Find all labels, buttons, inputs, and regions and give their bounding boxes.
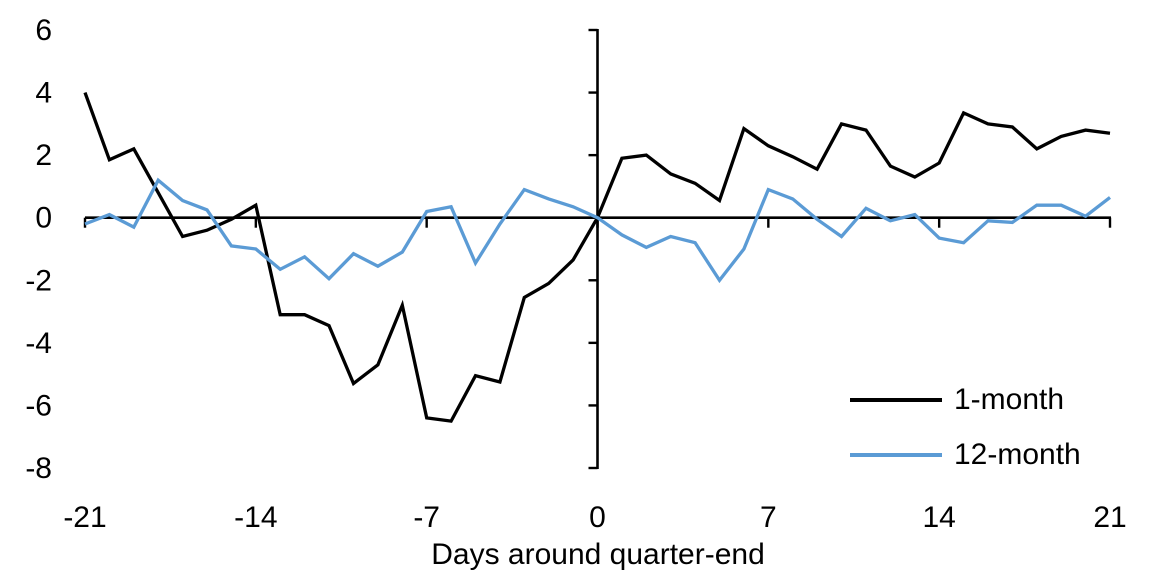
y-tick-label: 0 bbox=[35, 202, 52, 235]
legend-line-swatch-1-month bbox=[850, 398, 942, 402]
x-tick-label: -7 bbox=[413, 501, 440, 534]
x-tick-label: 0 bbox=[589, 501, 606, 534]
x-tick-label: 14 bbox=[922, 501, 955, 534]
y-tick-label: -8 bbox=[25, 452, 52, 485]
x-tick-label: 21 bbox=[1093, 501, 1126, 534]
legend-line-swatch-12-month bbox=[850, 453, 942, 457]
legend-label-12-month: 12-month bbox=[954, 438, 1081, 471]
legend: 1-month 12-month bbox=[850, 383, 1081, 493]
legend-entry-1-month: 1-month bbox=[850, 383, 1081, 417]
y-tick-label: -6 bbox=[25, 389, 52, 422]
x-tick-label: 7 bbox=[760, 501, 777, 534]
y-tick-label: -4 bbox=[25, 327, 52, 360]
x-axis-title: Days around quarter-end bbox=[431, 538, 765, 571]
legend-label-1-month: 1-month bbox=[954, 383, 1065, 416]
series-line-12-month bbox=[84, 177, 1112, 284]
x-tick-label: -21 bbox=[63, 501, 106, 534]
y-tick-label: 2 bbox=[35, 139, 52, 172]
y-tick-label: 4 bbox=[35, 77, 52, 110]
y-tick-label: 6 bbox=[35, 14, 52, 47]
x-tick-label: -14 bbox=[234, 501, 277, 534]
y-tick-label: -2 bbox=[25, 264, 52, 297]
legend-entry-12-month: 12-month bbox=[850, 438, 1081, 472]
